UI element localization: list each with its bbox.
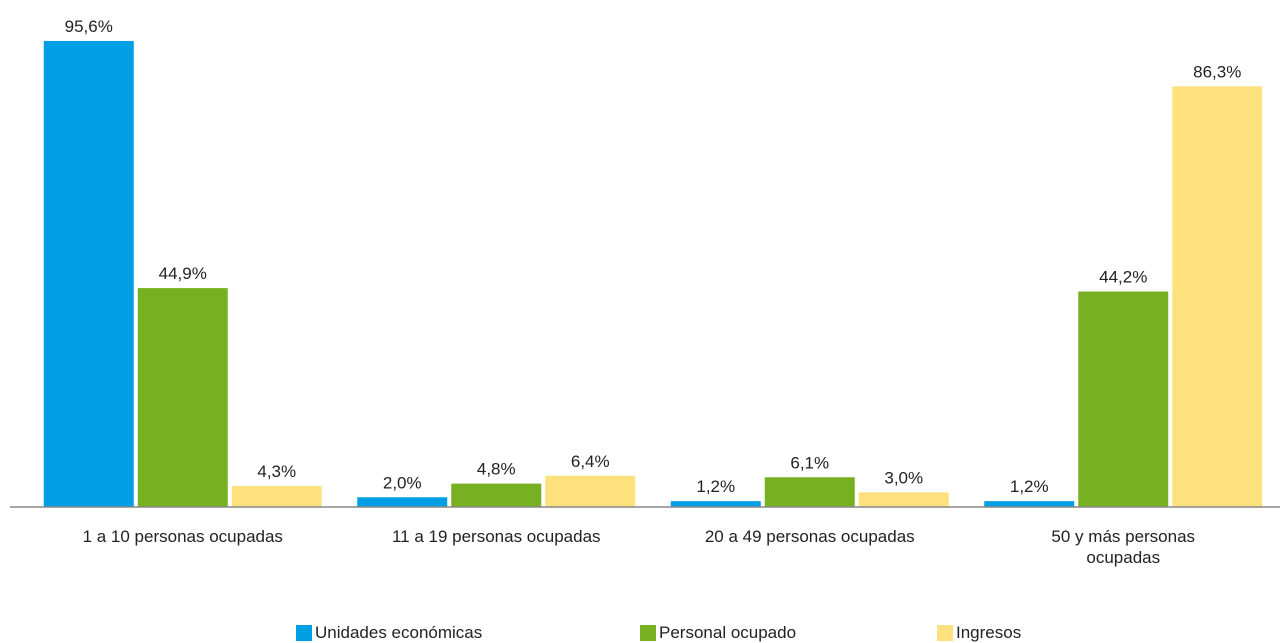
bar [451, 483, 542, 507]
x-tick-label: 50 y más personas ocupadas [1051, 527, 1196, 567]
bar [984, 501, 1075, 507]
x-tick-label: 11 a 19 personas ocupadas [391, 527, 601, 546]
value-label: 6,4% [571, 452, 610, 471]
legend-item: Unidades económicas [296, 623, 482, 643]
value-label: 4,3% [257, 462, 296, 481]
legend-label: Personal ocupado [659, 623, 797, 642]
value-label: 2,0% [383, 473, 422, 492]
legend-swatch [296, 625, 312, 641]
bar [137, 288, 228, 507]
legend-item: Ingresos [937, 623, 1021, 643]
value-label: 4,8% [477, 460, 516, 479]
bar [1078, 291, 1169, 507]
value-label: 1,2% [696, 477, 735, 496]
value-label: 44,2% [1099, 268, 1147, 287]
bar [1172, 86, 1263, 507]
bar [764, 477, 855, 507]
legend-label: Ingresos [956, 623, 1022, 642]
legend-swatch [640, 625, 656, 641]
bar [357, 497, 448, 507]
x-tick-label: 20 a 49 personas ocupadas [704, 527, 915, 546]
value-label: 3,0% [884, 468, 923, 487]
value-label: 1,2% [1010, 477, 1049, 496]
value-label: 86,3% [1193, 62, 1241, 81]
value-label: 6,1% [790, 453, 829, 472]
legend-label: Unidades económicas [315, 623, 483, 642]
value-label: 95,6% [65, 17, 113, 36]
bar [545, 475, 636, 507]
legend-item: Personal ocupado [640, 623, 796, 643]
bar [43, 40, 134, 507]
legend-swatch [937, 625, 953, 641]
value-label: 44,9% [159, 264, 207, 283]
bar [858, 492, 949, 507]
bar [231, 486, 322, 507]
x-tick-label: 1 a 10 personas ocupadas [82, 527, 283, 546]
bar [670, 501, 761, 507]
